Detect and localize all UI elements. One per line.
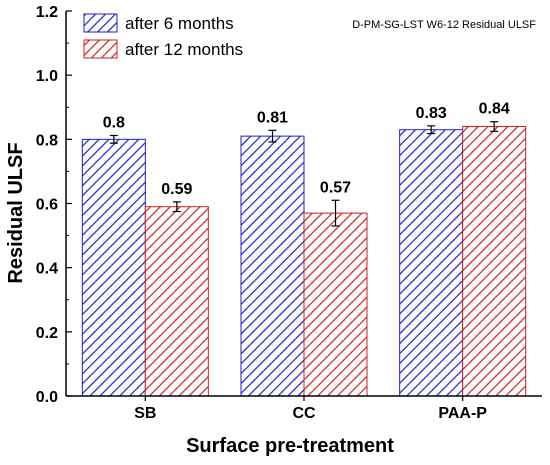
bar-sb-series-1 [81,138,146,397]
chart-annotation: D-PM-SG-LST W6-12 Residual ULSF [352,19,536,31]
y-tick-label-5: 1.0 [36,68,58,85]
legend-label-after-12-months: after 12 months [125,40,243,59]
bar-paa-p-series-2 [462,126,527,397]
legend-label-after-6-months: after 6 months [125,14,234,33]
data-label-paa-p-series-2: 0.84 [479,101,510,118]
bar-cc-series-1 [240,135,305,397]
y-tick-label-2: 0.4 [36,261,58,278]
legend-swatch-after-6-months [83,13,118,33]
bar-sb-series-2 [144,206,209,397]
data-label-sb-series-2: 0.59 [161,181,192,198]
bar-cc-series-2 [303,212,368,397]
data-label-paa-p-series-1: 0.83 [416,105,447,122]
x-tick-label-paa-p: PAA-P [438,405,487,422]
y-axis-title: Residual ULSF [5,142,27,283]
y-tick-label-1: 0.2 [36,325,58,342]
data-label-cc-series-2: 0.57 [320,179,351,196]
legend: after 6 months after 12 months [83,13,243,59]
legend-swatch-after-12-months [83,39,118,59]
y-tick-label-0: 0.0 [36,389,58,406]
x-tick-label-sb: SB [134,405,156,422]
x-axis-title: Surface pre-treatment [186,435,394,457]
plot-area: 0.8 0.81 0.83 0.59 0.57 0.84 0.0 0.2 0.4 0.6 0.8 1.… [36,4,542,422]
data-label-cc-series-1: 0.81 [257,109,288,126]
y-tick-label-4: 0.8 [36,132,58,149]
bar-paa-p-series-1 [399,129,464,397]
y-tick-label-3: 0.6 [36,197,58,214]
data-label-sb-series-1: 0.8 [103,114,125,131]
x-tick-label-cc: CC [292,405,316,422]
y-tick-label-6: 1.2 [36,4,58,21]
